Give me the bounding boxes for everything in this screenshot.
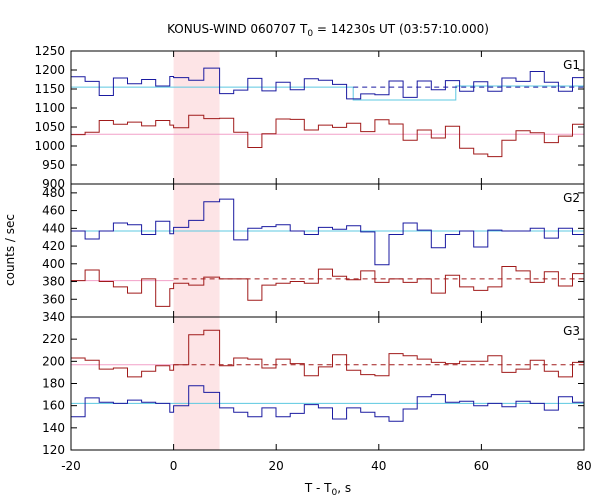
panel-label-g2: G2 (563, 191, 580, 205)
y-tick-label: 160 (42, 399, 65, 413)
panel-frame-g2 (70, 183, 585, 318)
y-tick-label: 200 (42, 354, 65, 368)
y-tick-label: 180 (42, 377, 65, 391)
y-tick-label: 1050 (34, 120, 65, 134)
x-axis-label: T - T0, s (304, 481, 351, 498)
panel-label-g1: G1 (563, 58, 580, 72)
y-tick-label: 1150 (34, 82, 65, 96)
y-tick-label: 220 (42, 332, 65, 346)
x-tick-label: -20 (61, 459, 81, 473)
y-tick-label: 140 (42, 421, 65, 435)
chart-title: KONUS-WIND 060707 T0 = 14230s UT (03:57:… (167, 22, 489, 39)
y-tick-label: 1100 (34, 101, 65, 115)
y-tick-label: 420 (42, 239, 65, 253)
x-tick-label: 80 (576, 459, 591, 473)
y-tick-label: 120 (42, 443, 65, 457)
x-tick-label: 40 (371, 459, 386, 473)
y-tick-label: 380 (42, 275, 65, 289)
y-tick-label: 1000 (34, 139, 65, 153)
y-axis-label: counts / sec (3, 214, 17, 286)
x-tick-label: 60 (474, 459, 489, 473)
y-tick-label: 1200 (34, 63, 65, 77)
y-tick-label: 1250 (34, 44, 65, 58)
y-tick-label: 950 (42, 158, 65, 172)
y-tick-label: 900 (42, 177, 65, 191)
histogram-g1-blue (71, 67, 584, 100)
y-tick-label: 400 (42, 257, 65, 271)
histogram-g2-red (71, 266, 584, 307)
panel-frame-g3 (70, 316, 585, 451)
histogram-g3-blue (71, 385, 584, 422)
y-tick-label: 360 (42, 292, 65, 306)
histogram-g2-blue (71, 198, 584, 266)
panel-frame-g1 (70, 50, 585, 185)
panel-label-g3: G3 (563, 324, 580, 338)
histogram-g1-red (71, 114, 584, 158)
y-tick-label: 440 (42, 221, 65, 235)
x-tick-label: 20 (269, 459, 284, 473)
y-tick-label: 460 (42, 204, 65, 218)
fit-line-g1-0 (71, 85, 584, 101)
x-tick-label: 0 (170, 459, 178, 473)
highlight-interval (173, 51, 220, 450)
y-tick-label: 480 (42, 186, 65, 200)
y-tick-label: 340 (42, 310, 65, 324)
histogram-g3-red (71, 329, 584, 378)
